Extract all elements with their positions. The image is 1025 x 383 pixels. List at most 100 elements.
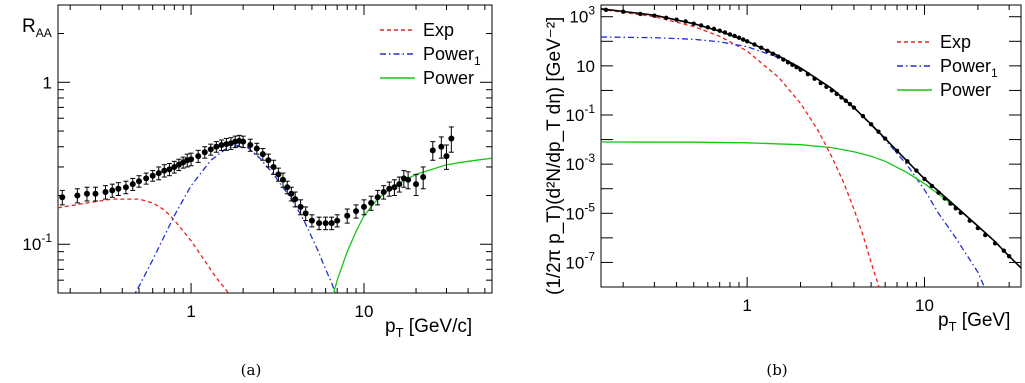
data-marker <box>829 88 834 93</box>
data-point <box>302 206 309 222</box>
data-marker <box>438 143 445 150</box>
data-marker <box>59 194 66 201</box>
x-tick-label: 10 <box>915 296 934 315</box>
data-point <box>905 159 910 164</box>
data-marker <box>805 71 811 77</box>
data-marker <box>1001 248 1007 253</box>
data-marker <box>785 60 791 65</box>
data-point <box>843 98 849 103</box>
y-tick-label: 103 <box>569 4 595 27</box>
data-point <box>705 25 710 30</box>
data-point <box>297 199 304 216</box>
data-marker <box>851 105 857 110</box>
data-point <box>674 17 679 22</box>
data-marker <box>92 190 99 197</box>
data-marker <box>386 185 393 192</box>
data-marker <box>143 175 150 182</box>
data-point <box>207 143 214 156</box>
data-marker <box>711 26 717 32</box>
data-point <box>136 175 143 188</box>
data-marker <box>109 187 116 194</box>
data-point <box>1006 253 1012 259</box>
x-tick-labels-a: 1 10 <box>186 302 373 321</box>
data-marker <box>240 138 247 145</box>
legend-label: Power <box>940 80 991 100</box>
data-marker <box>129 181 136 188</box>
y-tick-label: 10-5 <box>565 200 595 223</box>
data-point <box>770 51 776 56</box>
data-marker <box>790 62 795 68</box>
x-tick-label: 1 <box>742 296 751 315</box>
data-marker <box>705 25 710 30</box>
data-marker <box>929 183 935 189</box>
data-marker <box>736 35 742 40</box>
data-point <box>322 216 329 231</box>
data-marker <box>374 194 381 201</box>
data-point <box>188 152 195 167</box>
data-point <box>284 180 291 195</box>
data-point <box>975 225 981 231</box>
data-marker <box>798 67 803 72</box>
data-point <box>275 167 282 182</box>
data-marker <box>727 32 733 37</box>
data-point <box>752 42 757 47</box>
data-marker <box>781 57 786 62</box>
data-point <box>223 137 230 151</box>
data-marker <box>420 174 427 181</box>
data-marker <box>396 181 403 188</box>
data-point <box>413 173 420 196</box>
data-marker <box>794 65 799 70</box>
data-marker <box>83 190 90 197</box>
panel-b: 103 10 10-1 10-3 10-5 10-7 1 10 (1/2π p_T)(d²N… <box>544 4 1022 379</box>
data-point <box>380 185 387 200</box>
x-tick-label: 10 <box>355 302 374 321</box>
data-marker <box>149 172 156 179</box>
data-point <box>722 30 728 35</box>
data-point <box>279 172 286 188</box>
data-marker <box>275 171 282 178</box>
data-point <box>765 48 770 54</box>
data-marker <box>161 167 168 174</box>
data-point <box>201 146 208 159</box>
data-marker <box>344 212 351 219</box>
y-axis-label-b: (1/2π p_T)(d²N/dp_T dη) [GeV⁻²] <box>544 17 565 295</box>
x-tick-label: 1 <box>186 302 195 321</box>
data-marker <box>868 122 874 127</box>
data-marker <box>334 217 341 224</box>
data-point <box>443 144 450 170</box>
caption-b: (b) <box>766 361 787 379</box>
legend-label: Power1 <box>423 44 481 68</box>
series-group-b <box>601 8 1021 287</box>
data-point <box>798 67 803 72</box>
data-point <box>360 199 367 216</box>
data-marker <box>284 184 291 191</box>
data-marker <box>279 176 286 183</box>
data-point <box>794 65 799 70</box>
data-point <box>438 136 445 159</box>
data-point <box>847 101 853 107</box>
data-point <box>92 186 99 202</box>
legend-label: Power <box>423 68 474 88</box>
y-tick-label: 1 <box>43 73 52 92</box>
data-marker <box>824 84 829 90</box>
axis-ticks-a <box>58 4 492 294</box>
y-axis-label-a: RAA <box>22 16 52 40</box>
data-point <box>992 241 998 246</box>
data-marker <box>253 145 260 152</box>
data-marker <box>638 11 643 17</box>
data-marker <box>839 95 844 100</box>
data-point <box>603 7 609 13</box>
data-point <box>213 141 220 153</box>
data-marker <box>691 21 696 26</box>
data-marker <box>674 17 679 22</box>
data-point <box>948 201 953 206</box>
data-marker <box>259 151 266 158</box>
data-point <box>776 54 781 59</box>
data-marker <box>115 185 122 192</box>
data-point <box>247 138 254 152</box>
data-marker <box>297 203 304 210</box>
data-marker <box>914 168 919 173</box>
data-point <box>824 84 829 90</box>
